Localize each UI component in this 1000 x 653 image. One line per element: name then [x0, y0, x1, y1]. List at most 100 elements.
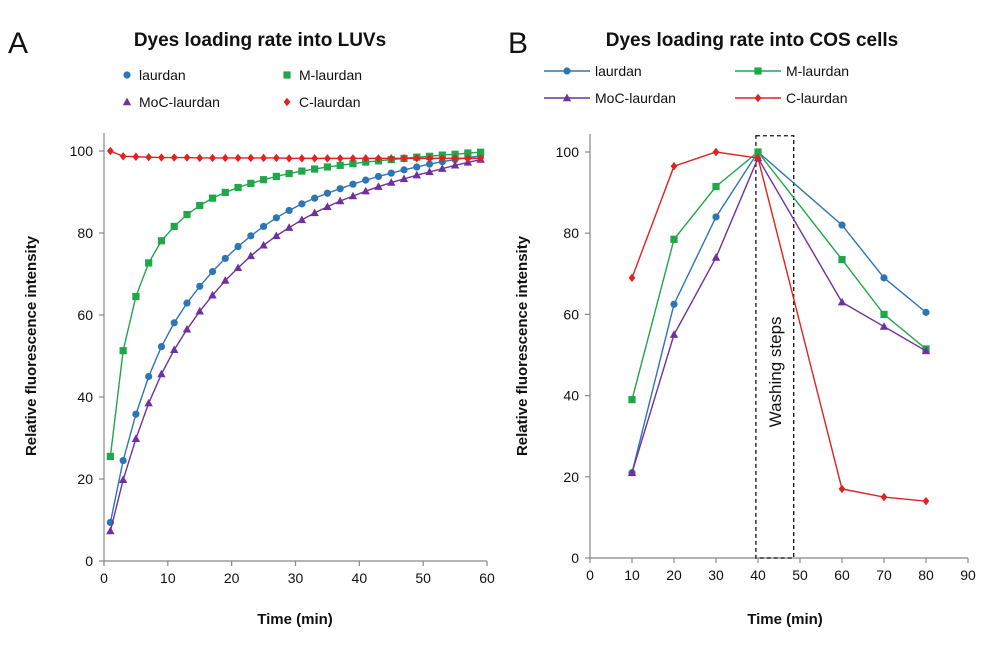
data-point	[247, 153, 255, 163]
data-point	[170, 319, 178, 327]
data-point	[118, 475, 128, 484]
x-tick-label: 80	[918, 567, 934, 583]
data-point	[374, 182, 383, 190]
data-point	[336, 161, 344, 169]
x-tick-label: 40	[352, 570, 368, 586]
data-point	[285, 169, 293, 178]
data-point	[285, 154, 293, 163]
y-tick-label: 40	[563, 388, 579, 404]
data-point	[438, 164, 447, 172]
data-point	[412, 170, 421, 179]
data-point	[131, 434, 141, 443]
data-point	[387, 178, 396, 186]
legend-label: laurdan	[139, 67, 186, 83]
data-point	[362, 176, 370, 184]
x-tick-label: 0	[586, 567, 594, 583]
data-point	[670, 300, 678, 308]
x-tick-label: 20	[666, 567, 682, 583]
data-point	[348, 191, 358, 200]
data-point	[221, 276, 230, 284]
data-point	[349, 154, 357, 163]
legend-label: C-laurdan	[786, 90, 847, 106]
x-axis-label-b: Time (min)	[747, 611, 823, 628]
data-point	[375, 154, 382, 163]
data-point	[297, 215, 307, 224]
data-point	[349, 180, 357, 188]
data-point	[628, 273, 636, 283]
x-tick-label: 90	[960, 567, 976, 583]
y-tick-label: 20	[77, 471, 93, 487]
data-point	[183, 210, 191, 219]
series-line	[109, 151, 481, 457]
data-point	[157, 369, 166, 378]
x-tick-label: 30	[708, 567, 724, 583]
x-tick-label: 40	[750, 567, 766, 583]
data-point	[413, 154, 421, 163]
x-tick-label: 50	[415, 570, 431, 586]
data-point	[196, 282, 204, 290]
washing-steps-box	[755, 135, 795, 559]
data-point	[145, 259, 153, 267]
y-tick-label: 80	[77, 225, 93, 241]
y-tick-label: 100	[556, 144, 580, 160]
legend-marker	[754, 67, 762, 75]
data-point	[259, 240, 268, 249]
data-point	[145, 372, 153, 381]
data-point	[399, 174, 409, 183]
data-point	[170, 153, 178, 162]
data-point	[670, 162, 678, 171]
data-point	[323, 189, 332, 197]
series-moc-laurdan-a	[106, 155, 485, 535]
y-tick-label: 60	[563, 306, 579, 322]
data-point	[438, 154, 446, 163]
legend-marker	[754, 93, 762, 103]
chart-b-title: Dyes loading rate into COS cells	[606, 30, 898, 51]
data-point	[362, 154, 370, 163]
data-point	[233, 263, 243, 272]
legend-label: C-laurdan	[299, 94, 360, 110]
panel-a: A Dyes loading rate into LUVs laurdan M-l…	[8, 27, 495, 628]
data-point	[246, 251, 256, 260]
data-point	[157, 237, 166, 245]
data-point	[311, 154, 319, 163]
y-tick-label: 20	[563, 469, 579, 485]
data-point	[387, 154, 395, 163]
data-point	[754, 153, 762, 163]
data-point	[628, 396, 636, 404]
data-point	[627, 468, 637, 476]
panel-b: B Dyes loading rate into COS cells laurd…	[508, 27, 976, 628]
legend-item: laurdan	[123, 67, 186, 83]
y-tick-label: 80	[563, 225, 579, 241]
legend-label: M-laurdan	[299, 67, 362, 83]
data-point	[247, 232, 255, 240]
data-point	[259, 176, 268, 184]
data-point	[374, 172, 383, 181]
data-point	[335, 196, 345, 205]
x-tick-label: 30	[288, 570, 304, 586]
data-point	[209, 153, 216, 163]
legend-a: laurdan M-laurdan MoC-laurdan C-laurdan	[122, 67, 362, 110]
data-point	[712, 213, 720, 221]
data-point	[106, 146, 114, 156]
data-point	[387, 169, 395, 177]
data-point	[336, 185, 344, 193]
legend-item: M-laurdan	[735, 63, 849, 79]
data-point	[425, 167, 434, 176]
data-point	[838, 221, 846, 229]
legend-item: MoC-laurdan	[122, 94, 220, 110]
series-m-laurdan-a	[106, 148, 485, 461]
x-tick-label: 20	[224, 570, 240, 586]
data-point	[158, 153, 165, 162]
data-point	[221, 153, 229, 163]
data-point	[221, 188, 229, 197]
data-point	[157, 342, 166, 351]
data-point	[170, 345, 179, 354]
legend-label: laurdan	[595, 63, 642, 79]
data-point	[247, 179, 255, 187]
data-point	[426, 154, 433, 163]
data-point	[106, 526, 115, 535]
data-point	[837, 297, 847, 306]
data-point	[922, 308, 930, 316]
data-point	[272, 153, 280, 163]
data-point	[921, 346, 931, 355]
